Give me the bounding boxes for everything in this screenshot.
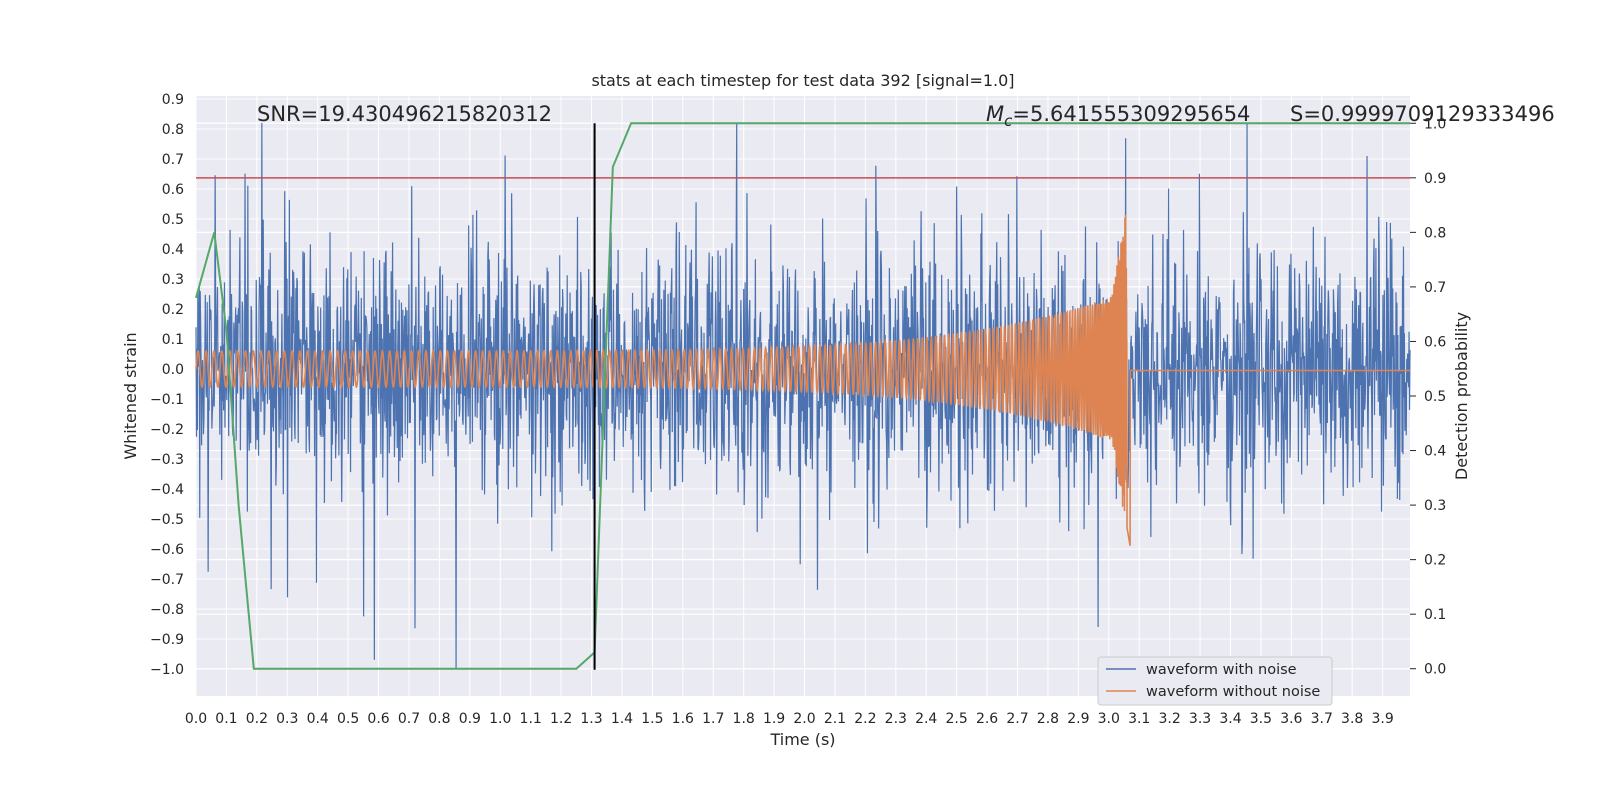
y-tick-label: 0.0 xyxy=(162,362,184,378)
y-tick-label: −0.4 xyxy=(150,482,184,498)
legend-box xyxy=(1097,656,1333,706)
x-tick-label: 0.7 xyxy=(398,711,420,727)
chirp-mass-subscript: c xyxy=(1004,112,1013,130)
snr-annotation: SNR=19.430496215820312 xyxy=(257,102,552,126)
chirp-mass-value: =5.641555309295654 xyxy=(1012,102,1250,126)
y-tick-label: 0.2 xyxy=(162,302,184,318)
x-tick-label: 3.7 xyxy=(1311,711,1333,727)
x-tick-label: 1.8 xyxy=(733,711,755,727)
x-tick-label: 0.1 xyxy=(215,711,237,727)
y-right-tick-label: 0.0 xyxy=(1424,662,1446,678)
y-right-tick-label: 0.9 xyxy=(1424,171,1446,187)
x-tick-label: 1.2 xyxy=(550,711,572,727)
y-tick-label: 0.5 xyxy=(162,212,184,228)
x-tick-label: 2.7 xyxy=(1006,711,1028,727)
y-tick-label: 0.6 xyxy=(162,182,184,198)
x-tick-label: 2.6 xyxy=(976,711,998,727)
y-right-tick-label: 0.3 xyxy=(1424,498,1446,514)
y-axis-ticks: 0.9 0.8 0.7 0.6 0.5 0.4 0.3 0.2 0.1 0.0 −0.1 −0.2 −0… xyxy=(150,92,184,678)
y-tick-label: −0.3 xyxy=(150,452,184,468)
x-tick-label: 1.5 xyxy=(641,711,663,727)
x-tick-label: 2.8 xyxy=(1037,711,1059,727)
chirp-mass-symbol: M xyxy=(986,102,1004,126)
x-tick-label: 2.4 xyxy=(915,711,937,727)
y-right-tick-label: 0.6 xyxy=(1424,334,1446,350)
x-tick-label: 0.3 xyxy=(276,711,298,727)
legend-noise-label: waveform with noise xyxy=(1146,662,1297,678)
x-tick-label: 3.8 xyxy=(1341,711,1363,727)
score-annotation: S=0.9999709129333496 xyxy=(1290,102,1555,126)
y-tick-label: −0.6 xyxy=(150,542,184,558)
y-right-tick-label: 0.8 xyxy=(1424,225,1446,241)
y-tick-label: −1.0 xyxy=(150,662,184,678)
y-right-tick-label: 0.7 xyxy=(1424,280,1446,296)
x-tick-label: 3.5 xyxy=(1250,711,1272,727)
y-tick-label: −0.7 xyxy=(150,572,184,588)
y-axis-label: Whitened strain xyxy=(121,332,140,459)
x-tick-label: 0.6 xyxy=(367,711,389,727)
x-tick-label: 3.0 xyxy=(1098,711,1120,727)
x-tick-label: 0.5 xyxy=(337,711,359,727)
x-tick-label: 1.0 xyxy=(489,711,511,727)
legend: waveform with noise waveform without noi… xyxy=(1097,656,1333,706)
x-tick-label: 1.9 xyxy=(763,711,785,727)
x-tick-label: 2.1 xyxy=(824,711,846,727)
x-tick-label: 1.7 xyxy=(702,711,724,727)
x-tick-label: 1.1 xyxy=(520,711,542,727)
x-tick-label: 3.4 xyxy=(1219,711,1241,727)
y-tick-label: 0.3 xyxy=(162,272,184,288)
y-right-tick-label: 1.0 xyxy=(1424,116,1446,132)
x-tick-label: 3.1 xyxy=(1128,711,1150,727)
x-tick-label: 3.9 xyxy=(1371,711,1393,727)
y-tick-label: −0.2 xyxy=(150,422,184,438)
y-tick-label: −0.9 xyxy=(150,632,184,648)
y-tick-label: 0.1 xyxy=(162,332,184,348)
y-right-axis-label: Detection probability xyxy=(1452,312,1471,480)
x-tick-label: 0.4 xyxy=(307,711,329,727)
x-tick-label: 3.3 xyxy=(1189,711,1211,727)
clean-waveform-line xyxy=(195,214,1410,546)
y-tick-label: 0.4 xyxy=(162,242,184,258)
y-right-axis-ticks: 1.0 0.9 0.8 0.7 0.6 0.5 0.4 0.3 0.2 0.1 0.0 xyxy=(1410,116,1446,678)
x-axis-label: Time (s) xyxy=(769,730,835,749)
x-tick-label: 0.9 xyxy=(459,711,481,727)
x-tick-label: 0.8 xyxy=(428,711,450,727)
x-tick-label: 1.3 xyxy=(580,711,602,727)
x-tick-label: 2.5 xyxy=(946,711,968,727)
x-tick-label: 2.2 xyxy=(854,711,876,727)
y-tick-label: 0.9 xyxy=(162,92,184,108)
noise-waveform-line xyxy=(195,122,1411,670)
x-tick-label: 2.9 xyxy=(1067,711,1089,727)
y-tick-label: 0.8 xyxy=(162,122,184,138)
legend-clean-label: waveform without noise xyxy=(1146,684,1320,700)
y-tick-label: −0.1 xyxy=(150,392,184,408)
x-tick-label: 2.0 xyxy=(793,711,815,727)
x-axis-ticks: 0.0 0.1 0.2 0.3 0.4 0.5 0.6 0.7 0.8 0.9 1.0 1.1 1.2 1… xyxy=(185,711,1394,727)
y-right-tick-label: 0.1 xyxy=(1424,607,1446,623)
detection-probability-line xyxy=(195,122,1410,670)
y-right-tick-label: 0.4 xyxy=(1424,444,1446,460)
x-tick-label: 3.2 xyxy=(1159,711,1181,727)
x-tick-label: 0.2 xyxy=(246,711,268,727)
x-tick-label: 0.0 xyxy=(185,711,207,727)
chirp-mass-annotation: Mc=5.641555309295654 xyxy=(986,102,1250,130)
y-right-tick-label: 0.5 xyxy=(1424,389,1446,405)
x-tick-label: 2.3 xyxy=(885,711,907,727)
y-tick-label: 0.7 xyxy=(162,152,184,168)
x-tick-label: 3.6 xyxy=(1280,711,1302,727)
y-tick-label: −0.8 xyxy=(150,602,184,618)
x-tick-label: 1.4 xyxy=(611,711,633,727)
x-tick-label: 1.6 xyxy=(672,711,694,727)
chart-title: stats at each timestep for test data 392… xyxy=(591,71,1014,90)
y-right-tick-label: 0.2 xyxy=(1424,553,1446,569)
plot-area xyxy=(195,122,1411,670)
y-tick-label: −0.5 xyxy=(150,512,184,528)
